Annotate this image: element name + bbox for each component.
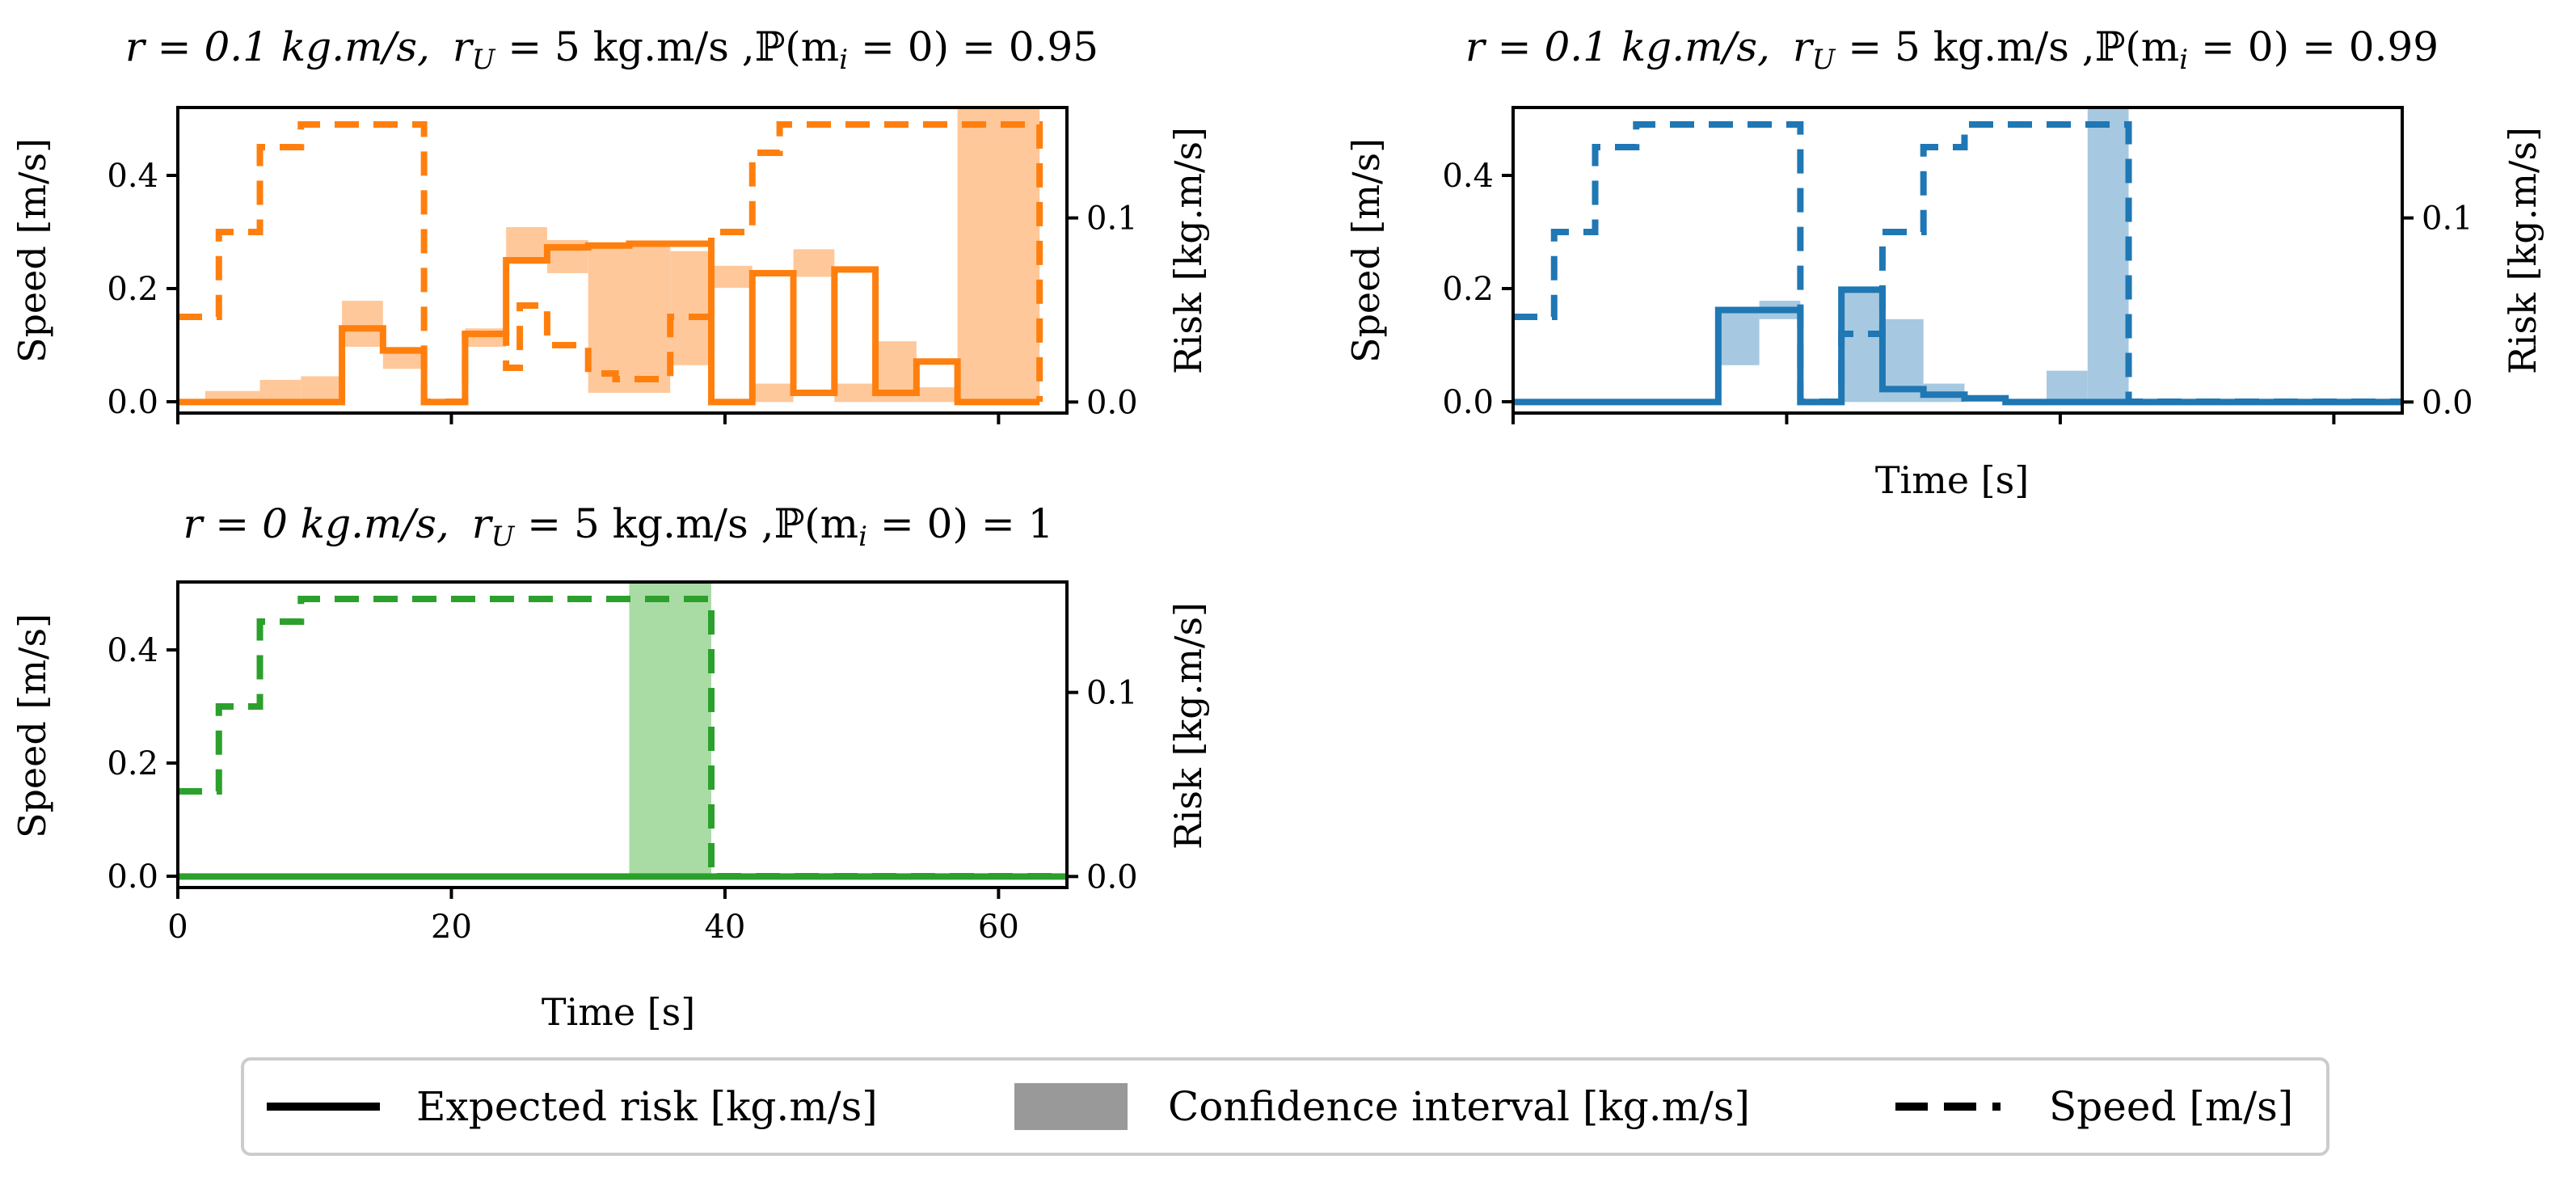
confidence-interval-band — [2047, 370, 2088, 403]
y-tick-label: 0.4 — [107, 158, 158, 195]
y-tick-label: 0.4 — [107, 632, 158, 669]
confidence-interval-band — [259, 380, 301, 403]
confidence-interval-band — [588, 245, 671, 393]
chart-panel-bottom-left: r = 0 kg.m/s, rU = 5 kg.m/s ,ℙ(mi = 0) =… — [11, 500, 1210, 1034]
y2-axis-label: Risk [kg.m/s] — [1166, 127, 1210, 374]
y2-axis-label: Risk [kg.m/s] — [1166, 602, 1210, 850]
plot-frame — [1511, 106, 2404, 415]
y2-tick-label: 0.0 — [2422, 384, 2473, 421]
chart-title: r = 0.1 kg.m/s, rU = 5 kg.m/s ,ℙ(mi = 0)… — [125, 23, 1098, 76]
y2-tick-label: 0.1 — [1086, 200, 1138, 238]
confidence-interval-band — [670, 251, 711, 365]
expected-risk-line — [178, 240, 1040, 406]
chart-title: r = 0 kg.m/s, rU = 5 kg.m/s ,ℙ(mi = 0) =… — [183, 500, 1054, 553]
y-axis-label: Speed [m/s] — [11, 138, 54, 363]
legend-label-confidence-interval: Confidence interval [kg.m/s] — [1168, 1083, 1750, 1130]
y-axis-label: Speed [m/s] — [11, 614, 54, 838]
confidence-interval-band — [2087, 108, 2129, 403]
confidence-interval-band — [1841, 288, 1882, 403]
chart-title: r = 0.1 kg.m/s, rU = 5 kg.m/s ,ℙ(mi = 0)… — [1465, 23, 2439, 76]
x-axis-label: Time [s] — [1875, 458, 2029, 502]
confidence-interval-band — [629, 582, 711, 877]
legend-frame — [241, 1057, 2329, 1156]
speed-line — [178, 596, 1067, 879]
legend-label-speed: Speed [m/s] — [2049, 1083, 2293, 1130]
confidence-interval-band — [916, 387, 958, 403]
confidence-interval-band — [301, 376, 343, 403]
y-tick-label: 0.2 — [107, 745, 158, 782]
confidence-interval-band — [793, 249, 835, 277]
speed-line — [178, 121, 1043, 405]
plot-frame — [176, 106, 1069, 415]
y-tick-label: 0.0 — [107, 858, 158, 896]
legend-label-expected-risk: Expected risk [kg.m/s] — [416, 1083, 878, 1130]
y-tick-label: 0.4 — [1442, 158, 1494, 195]
legend-swatch-fill — [1014, 1083, 1128, 1130]
y2-tick-label: 0.0 — [1086, 384, 1138, 421]
chart-panel-top-right: r = 0.1 kg.m/s, rU = 5 kg.m/s ,ℙ(mi = 0)… — [1344, 23, 2544, 502]
y2-axis-label: Risk [kg.m/s] — [2501, 127, 2544, 374]
y-tick-label: 0.2 — [1442, 271, 1494, 308]
x-tick-label: 0 — [167, 909, 188, 946]
speed-line — [1513, 121, 2402, 405]
x-tick-label: 40 — [704, 909, 745, 946]
y-axis-label: Speed [m/s] — [1344, 138, 1388, 363]
confidence-interval-band — [752, 383, 794, 403]
x-tick-label: 20 — [431, 909, 472, 946]
confidence-interval-band — [342, 301, 383, 348]
confidence-interval-band — [1718, 310, 1760, 365]
chart-panel-top-left: r = 0.1 kg.m/s, rU = 5 kg.m/s ,ℙ(mi = 0)… — [11, 23, 1210, 424]
y2-tick-label: 0.0 — [1086, 858, 1138, 896]
plot-frame — [176, 580, 1069, 889]
x-axis-label: Time [s] — [542, 990, 695, 1034]
x-tick-label: 60 — [978, 909, 1019, 946]
legend: Expected risk [kg.m/s] Confidence interv… — [241, 1057, 2329, 1156]
y-tick-label: 0.2 — [107, 271, 158, 308]
confidence-interval-band — [834, 383, 876, 403]
confidence-interval-band — [957, 108, 1040, 403]
y2-tick-label: 0.1 — [2422, 200, 2473, 238]
y-tick-label: 0.0 — [107, 384, 158, 421]
y-tick-label: 0.0 — [1442, 384, 1494, 421]
confidence-interval-band — [711, 265, 753, 289]
y2-tick-label: 0.1 — [1086, 675, 1138, 712]
